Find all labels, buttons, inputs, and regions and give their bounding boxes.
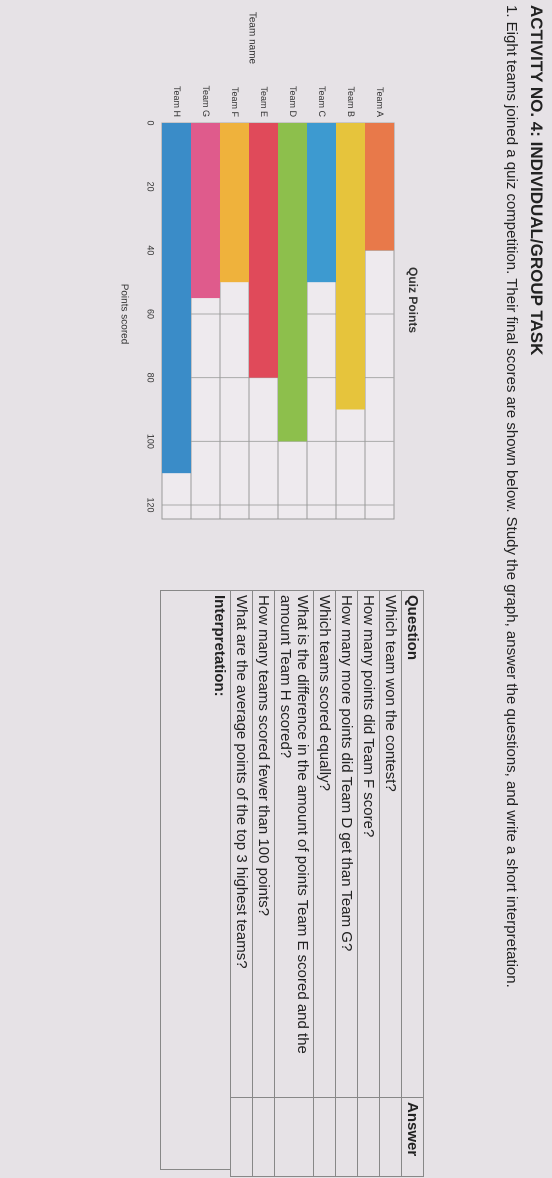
x-axis-label: Points scored xyxy=(118,284,129,345)
table-row: What are the average points of the top 3… xyxy=(230,590,253,1177)
bar xyxy=(278,123,307,442)
question-cell: Which team won the contest? xyxy=(379,590,402,1098)
bar xyxy=(249,123,278,378)
question-cell: Which teams scored equally? xyxy=(313,590,336,1098)
chart-title: Quiz Points xyxy=(406,267,420,333)
bar xyxy=(307,123,336,283)
x-tick-label: 0 xyxy=(146,120,156,125)
interpretation: Interpretation: xyxy=(160,590,230,1170)
question-table: Question Answer Which team won the contest… xyxy=(160,590,424,1177)
table-row: How many teams scored fewer than 100 poi… xyxy=(252,590,275,1177)
header-row: Question Answer xyxy=(401,590,424,1177)
answer-cell xyxy=(230,1097,253,1177)
y-tick-label: Team E xyxy=(259,86,269,117)
answer-cell xyxy=(357,1097,380,1177)
instruction: 1. Eight teams joined a quiz competition… xyxy=(503,5,520,988)
table-row: Which team won the contest? xyxy=(379,590,402,1177)
answer-cell xyxy=(379,1097,402,1177)
header-cell: Answer xyxy=(401,1097,424,1177)
bar xyxy=(220,123,249,283)
answer-cell xyxy=(335,1097,358,1177)
question-cell: What is the difference in the amount of … xyxy=(274,590,314,1098)
question-cell: How many points did Team F score? xyxy=(357,590,380,1098)
y-tick-label: Team B xyxy=(346,86,356,117)
x-tick-label: 40 xyxy=(146,245,156,255)
y-tick-label: Team D xyxy=(288,86,298,118)
table-row: What is the difference in the amount of … xyxy=(274,590,314,1177)
question-cell: How many teams scored fewer than 100 poi… xyxy=(252,590,275,1098)
activity-title: ACTIVITY NO. 4: INDIVIDUAL/GROUP TASK xyxy=(527,5,546,356)
chart: Quiz Points Points scored Team name 0 20 4… xyxy=(118,12,420,520)
y-tick-label: Team H xyxy=(172,86,182,117)
answer-cell xyxy=(274,1097,314,1177)
bar xyxy=(162,123,191,474)
y-tick-label: Team C xyxy=(317,86,327,118)
x-tick-label: 20 xyxy=(146,182,156,192)
table-row: Which teams scored equally? xyxy=(313,590,336,1177)
table-row: How many points did Team F score? xyxy=(357,590,380,1177)
bar xyxy=(365,123,394,251)
y-tick-label: Team A xyxy=(375,87,385,117)
y-tick-label: Team F xyxy=(230,87,240,118)
table-row: How many more points did Team D get than… xyxy=(335,590,358,1177)
x-tick-label: 120 xyxy=(146,497,156,512)
answer-cell xyxy=(313,1097,336,1177)
y-tick-label: Team G xyxy=(201,85,211,117)
x-tick-label: 60 xyxy=(146,309,156,319)
bar xyxy=(336,123,365,410)
x-tick-label: 100 xyxy=(146,434,156,449)
x-tick-label: 80 xyxy=(146,373,156,383)
y-axis-label: Team name xyxy=(246,12,257,65)
header-cell: Question xyxy=(401,590,424,1098)
question-cell: How many more points did Team D get than… xyxy=(335,590,358,1098)
table: Question Answer Which team won the contest… xyxy=(230,590,424,1177)
answer-cell xyxy=(252,1097,275,1177)
question-cell: What are the average points of the top 3… xyxy=(230,590,253,1098)
bar xyxy=(191,123,220,299)
